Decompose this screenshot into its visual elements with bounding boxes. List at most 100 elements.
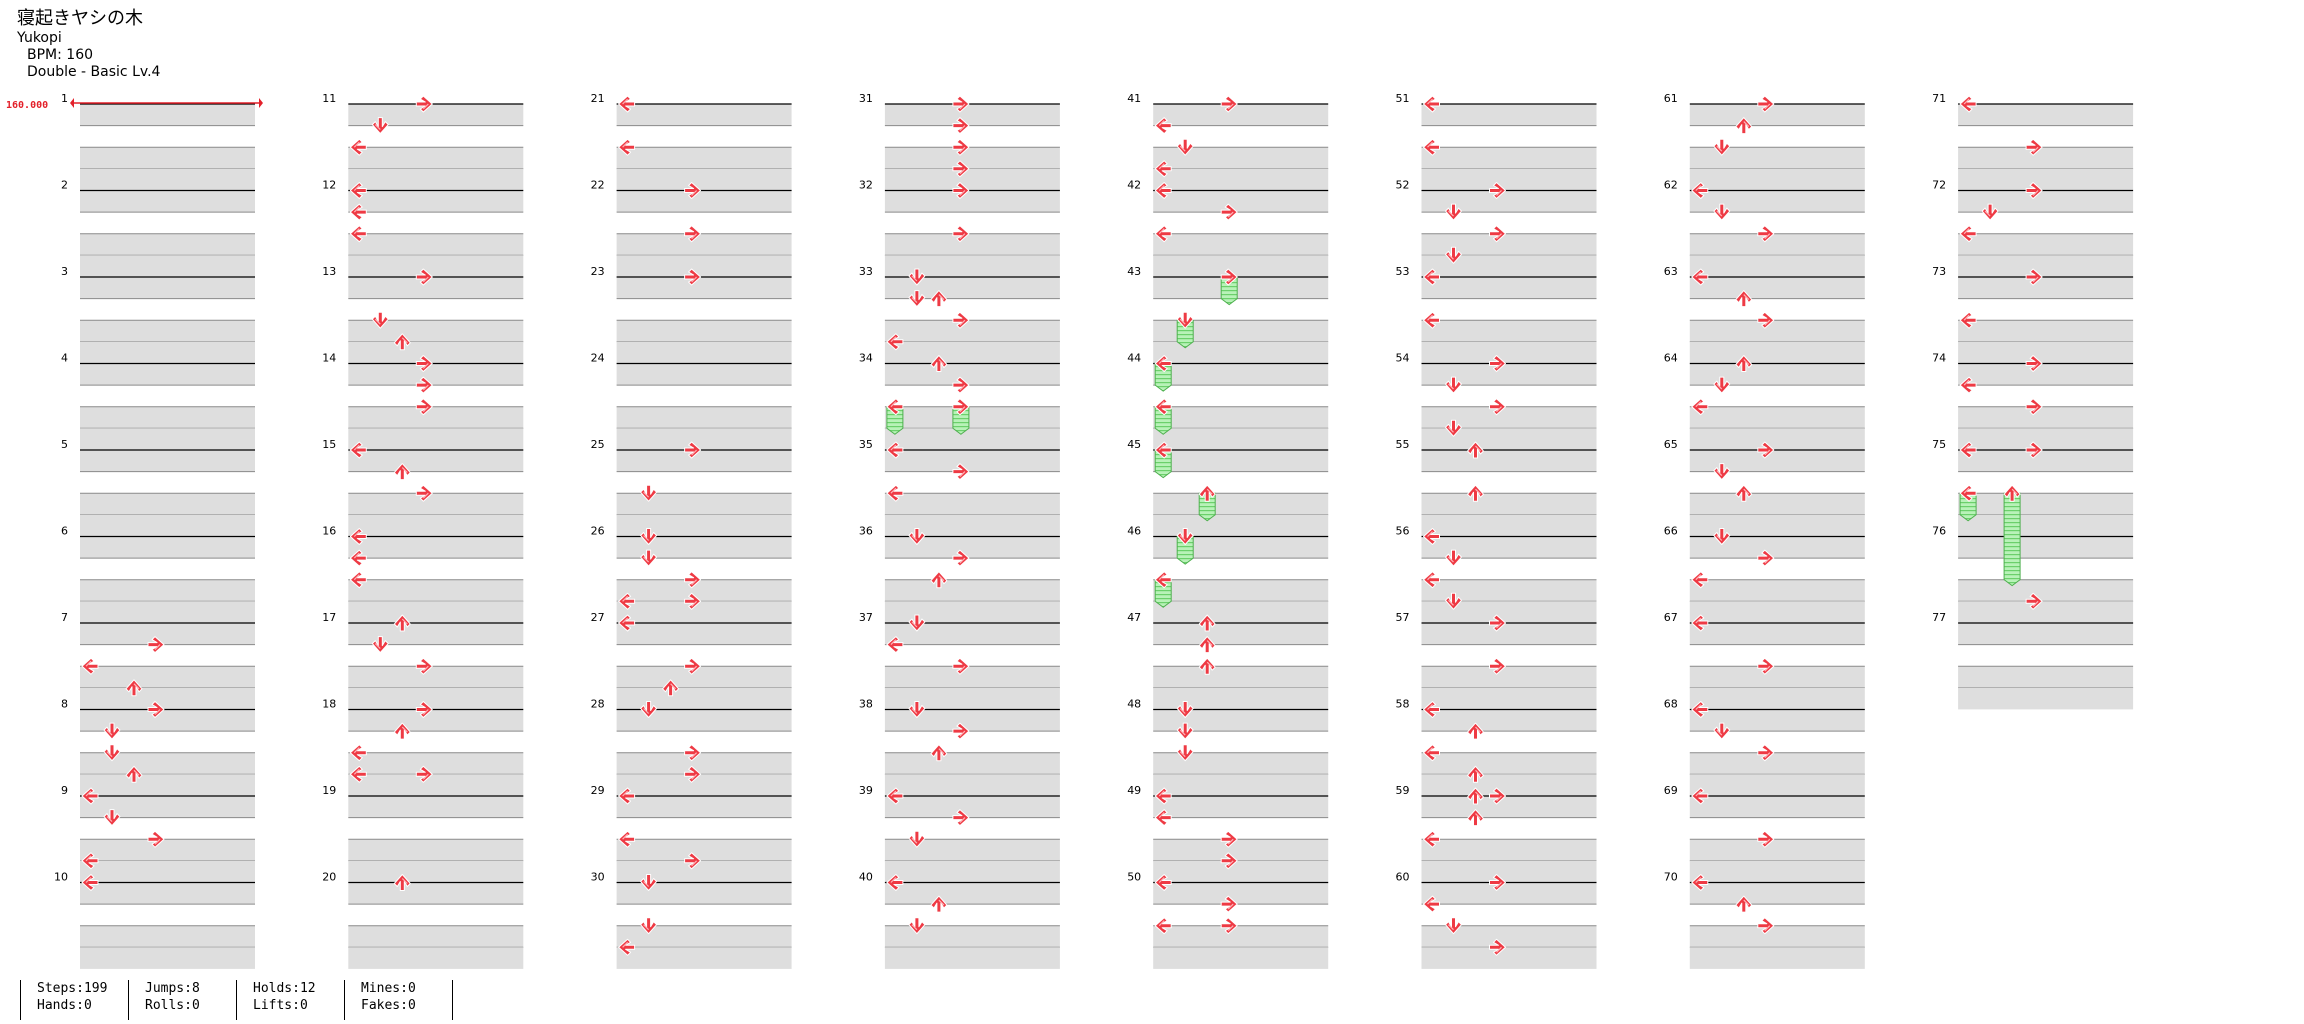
measure: 60 — [1396, 871, 1597, 969]
beat-shade — [1421, 233, 1597, 256]
measure: 7 — [61, 611, 255, 710]
beat-shade — [348, 493, 524, 515]
beat-shade — [616, 774, 792, 796]
beat-shade — [616, 882, 792, 905]
beat-shade — [1421, 839, 1597, 861]
beat-shade — [1689, 450, 1865, 472]
measure-number: 68 — [1664, 698, 1678, 711]
beat-shade — [1689, 406, 1865, 429]
measure-number: 27 — [591, 611, 605, 624]
beat-shade — [884, 709, 1060, 732]
beat-shade — [1153, 752, 1329, 775]
beat-shade — [80, 277, 255, 299]
measure-number: 6 — [61, 525, 68, 538]
measure: 14 — [322, 352, 524, 450]
beat-shade — [1958, 406, 2134, 429]
beat-shade — [348, 536, 524, 559]
beat-shade — [884, 514, 1060, 537]
beat-shade — [616, 277, 792, 299]
hold-note — [2003, 492, 2021, 587]
beat-shade — [616, 363, 792, 386]
beat-shade — [884, 363, 1060, 386]
beat-shade — [80, 774, 255, 796]
beat-shade — [80, 493, 255, 515]
beat-shade — [80, 341, 255, 364]
measure-number: 4 — [61, 352, 68, 365]
measure-number: 57 — [1396, 611, 1410, 624]
beat-shade — [1153, 428, 1329, 450]
measure-number: 39 — [859, 784, 873, 797]
measure-number: 31 — [859, 92, 873, 105]
measure: 41 — [1127, 92, 1329, 191]
beat-shade — [884, 277, 1060, 299]
beat-shade — [1421, 341, 1597, 364]
beat-shade — [348, 709, 524, 732]
measure-number: 22 — [591, 179, 605, 192]
beat-shade — [80, 514, 255, 537]
beat-shade — [80, 752, 255, 775]
measure-number: 67 — [1664, 611, 1678, 624]
beat-shade — [1153, 406, 1329, 429]
measure-number: 50 — [1127, 871, 1141, 884]
beat-shade — [884, 168, 1060, 191]
beat-shade — [1689, 190, 1865, 213]
stat-rolls: Rolls:0 — [145, 998, 200, 1013]
beat-shade — [616, 925, 792, 948]
measure: 38 — [859, 698, 1060, 796]
beat-shade — [1153, 104, 1329, 126]
beat-shade — [348, 860, 524, 883]
measure-number: 48 — [1127, 698, 1141, 711]
beat-shade — [80, 579, 255, 602]
measure-number: 1 — [61, 92, 68, 105]
beat-shade — [80, 536, 255, 559]
beat-shade — [884, 882, 1060, 905]
beat-shade — [1153, 666, 1329, 688]
beat-shade — [1153, 320, 1329, 342]
beat-shade — [1421, 752, 1597, 775]
stat-holds: Holds:12 — [253, 981, 316, 996]
beat-shade — [884, 493, 1060, 515]
measure-number: 18 — [322, 698, 336, 711]
measure: 72 — [1932, 179, 2134, 277]
beat-shade — [1421, 147, 1597, 169]
measure: 51 — [1396, 92, 1597, 191]
measure: 23 — [591, 265, 792, 364]
beat-shade — [1958, 687, 2134, 710]
measure-number: 32 — [859, 179, 873, 192]
beat-shade — [1689, 796, 1865, 818]
measure: 17 — [322, 611, 524, 710]
measure: 39 — [859, 784, 1060, 883]
beat-shade — [80, 709, 255, 732]
beat-shade — [1958, 601, 2134, 623]
measure: 76 — [1932, 525, 2134, 623]
beat-shade — [348, 341, 524, 364]
measure: 64 — [1664, 352, 1865, 450]
stat-mines: Mines:0 — [361, 981, 416, 996]
measure: 77 — [1932, 611, 2134, 710]
measure: 8 — [61, 698, 255, 796]
beat-shade — [884, 925, 1060, 948]
stat-lifts: Lifts:0 — [253, 998, 308, 1013]
beat-shade — [1958, 623, 2134, 645]
measure-number: 29 — [591, 784, 605, 797]
beat-shade — [616, 623, 792, 645]
beat-shade — [1153, 277, 1329, 299]
beat-shade — [616, 752, 792, 775]
measure: 13 — [322, 265, 524, 364]
measure-number: 26 — [591, 525, 605, 538]
bpm-marker-right-icon — [259, 98, 263, 108]
measure: 69 — [1664, 784, 1865, 883]
beat-shade — [348, 579, 524, 602]
beat-shade — [616, 168, 792, 191]
beat-shade — [616, 514, 792, 537]
song-artist: Yukopi — [17, 30, 62, 46]
beat-shade — [80, 255, 255, 277]
measure: 42 — [1127, 179, 1329, 277]
measure: 73 — [1932, 265, 2134, 364]
beat-shade — [884, 341, 1060, 364]
measure-number: 41 — [1127, 92, 1141, 105]
beat-shade — [80, 104, 255, 126]
beat-shade — [1689, 104, 1865, 126]
measure-number: 72 — [1932, 179, 1946, 192]
beat-shade — [348, 796, 524, 818]
